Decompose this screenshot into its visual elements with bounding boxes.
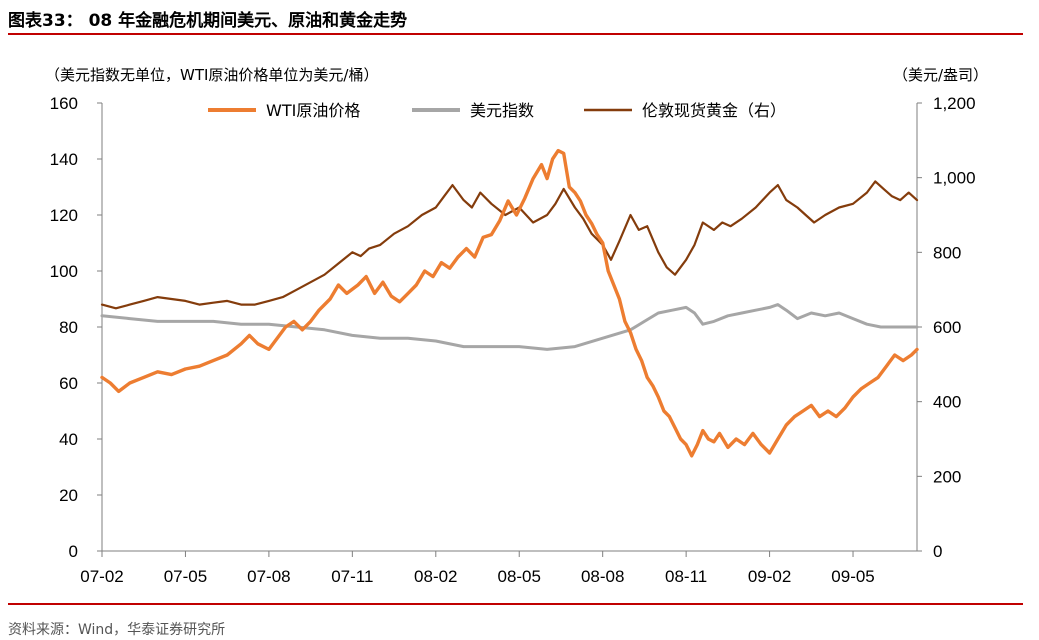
left-tick-label: 80 bbox=[59, 318, 78, 337]
left-tick-label: 20 bbox=[59, 486, 78, 505]
series-line-2 bbox=[100, 303, 919, 351]
left-tick-label: 100 bbox=[50, 262, 78, 281]
left-tick-label: 0 bbox=[69, 542, 78, 561]
figure-title: 图表33： 08 年金融危机期间美元、原油和黄金走势 bbox=[8, 11, 408, 31]
chart-axes: 0 20 40 60 80 100 120 140 160 0 200 400 600 800 1,000 1… bbox=[50, 94, 976, 586]
left-tick-label: 140 bbox=[50, 150, 78, 169]
legend-label-3: 伦敦现货黄金（右） bbox=[642, 101, 786, 120]
right-tick-label: 1,000 bbox=[933, 169, 976, 188]
x-tick-label: 09-05 bbox=[831, 567, 874, 586]
right-tick-label: 400 bbox=[933, 393, 961, 412]
left-tick-label: 40 bbox=[59, 430, 78, 449]
footer-divider bbox=[8, 603, 1023, 605]
right-tick-label: 1,200 bbox=[933, 94, 976, 113]
title-divider bbox=[8, 33, 1023, 35]
x-tick-label: 07-11 bbox=[331, 567, 373, 586]
x-tick-label: 09-02 bbox=[748, 567, 791, 586]
chart-legend: WTI原油价格 美元指数 伦敦现货黄金（右） bbox=[208, 101, 786, 120]
x-tick-label: 07-02 bbox=[80, 567, 123, 586]
right-tick-label: 800 bbox=[933, 243, 961, 262]
right-tick-label: 200 bbox=[933, 467, 961, 486]
left-tick-label: 160 bbox=[50, 94, 78, 113]
x-tick-label: 08-08 bbox=[581, 567, 624, 586]
left-axis-unit-label: （美元指数无单位，WTI原油价格单位为美元/桶） bbox=[45, 66, 378, 84]
right-axis-unit-label: （美元/盎司） bbox=[893, 66, 988, 84]
left-tick-label: 120 bbox=[50, 206, 78, 225]
x-tick-label: 08-02 bbox=[414, 567, 457, 586]
legend-label-2: 美元指数 bbox=[470, 101, 534, 120]
x-tick-label: 08-11 bbox=[665, 567, 707, 586]
series-line-3 bbox=[100, 180, 919, 310]
right-tick-label: 600 bbox=[933, 318, 961, 337]
line-chart: （美元指数无单位，WTI原油价格单位为美元/桶） （美元/盎司） WTI原油价格… bbox=[45, 66, 988, 586]
x-tick-label: 07-05 bbox=[164, 567, 207, 586]
x-tick-label: 07-08 bbox=[247, 567, 290, 586]
plot-area bbox=[100, 148, 919, 458]
legend-label-1: WTI原油价格 bbox=[266, 101, 360, 120]
right-tick-label: 0 bbox=[933, 542, 942, 561]
source-note: 资料来源：Wind，华泰证券研究所 bbox=[8, 622, 226, 638]
series-line-1 bbox=[100, 148, 919, 458]
x-tick-label: 08-05 bbox=[497, 567, 540, 586]
left-tick-label: 60 bbox=[59, 374, 78, 393]
